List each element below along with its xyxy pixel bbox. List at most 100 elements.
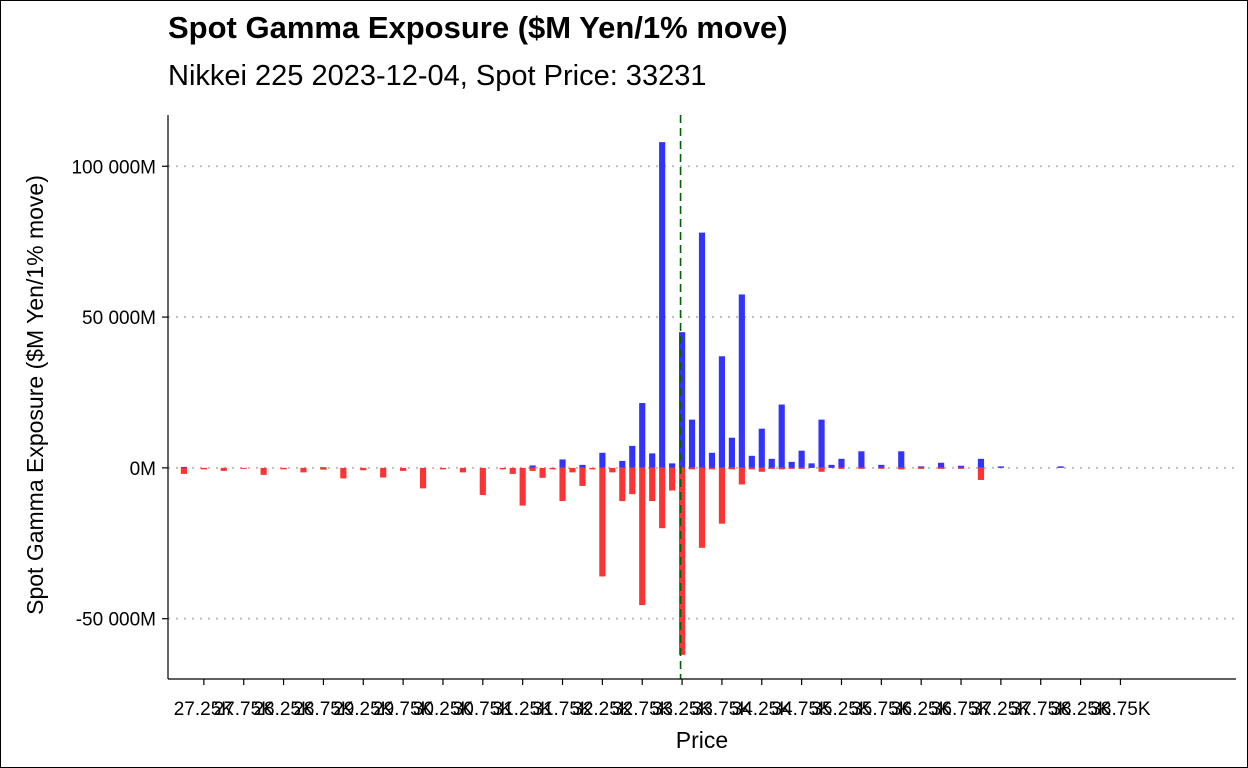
call-bar [698,232,706,468]
put-bar [669,467,676,491]
call-bar [838,458,845,468]
x-tick-label: 37.25K [971,699,1032,720]
put-bar [220,467,227,471]
put-bar [340,467,347,479]
put-bar [609,467,616,473]
y-tick-label: -50 000M [76,610,156,631]
put-bar [728,467,735,470]
put-bar [579,467,586,486]
call-bar [678,332,686,468]
x-tick-label: 35.75K [851,699,912,720]
call-bar [728,437,735,468]
x-tick-label: 32.75K [612,699,673,720]
put-bar [599,467,606,577]
put-bar [977,467,985,480]
call-bar [878,464,885,468]
call-bar [997,466,1004,468]
call-bar [977,458,985,468]
x-tick-label: 29.75K [373,699,434,720]
put-bar [878,467,885,469]
call-bar [808,463,815,468]
put-bar [639,467,646,606]
call-bar [579,464,586,468]
put-bar [659,467,666,529]
put-bar [619,467,626,502]
call-bar [320,467,327,469]
call-bar [938,462,945,468]
x-tick-label: 37.75K [1011,699,1072,720]
x-tick-label: 28.25K [253,699,314,720]
put-bar [180,467,188,474]
put-bar [858,467,865,469]
bars [180,142,1064,655]
x-tick-label: 31.25K [493,699,554,720]
x-tick-label: 34.25K [732,699,793,720]
call-bar [798,450,805,468]
x-tick-label: 29.25K [333,699,394,720]
put-bar [629,467,636,495]
put-bar [509,467,516,474]
put-bar [798,467,805,469]
put-bar [499,467,506,470]
call-bar [649,453,656,468]
call-bar [768,458,775,468]
call-bar [898,451,905,468]
call-bar [669,463,676,468]
x-tick-label: 27.75K [214,699,275,720]
x-tick-label: 32.25K [572,699,633,720]
call-bar [559,459,566,468]
x-tick-label: 27.25K [174,699,235,720]
put-bar [439,467,447,470]
call-bar [708,452,716,468]
put-bar [918,467,925,469]
put-bar [589,467,596,470]
y-tick-label: 50 000M [82,308,156,329]
put-bar [708,467,716,470]
x-tick-label: 38.75K [1090,699,1151,720]
call-bar [738,294,745,468]
x-tick-label: 36.75K [931,699,992,720]
y-tick-label: 100 000M [71,157,156,178]
put-bar [738,467,745,485]
put-bar [698,467,706,548]
put-bar [718,467,726,524]
call-bar [1057,466,1064,468]
put-bar [400,467,407,471]
put-bar [539,467,546,478]
call-bar [639,403,646,468]
put-bar [380,467,387,478]
x-tick-label: 30.75K [453,699,514,720]
put-bar [758,467,765,472]
put-bar [778,467,785,470]
put-bar [938,467,945,469]
put-bar [768,467,775,469]
call-bar [758,428,765,468]
put-bar [957,467,965,469]
call-bar [957,465,965,468]
put-bar [360,467,367,471]
put-bar [678,467,686,655]
call-bar [858,451,865,468]
put-bar [280,467,287,470]
y-axis-label: Spot Gamma Exposure ($M Yen/1% move) [22,175,48,615]
put-bar [459,467,466,473]
put-bar [260,467,267,475]
call-bar [659,142,666,468]
put-bar [549,467,556,470]
chart-subtitle: Nikkei 225 2023-12-04, Spot Price: 33231 [168,60,707,92]
put-bar [818,467,825,472]
put-bar [649,467,656,502]
call-bar [828,464,835,468]
x-tick-label: 36.25K [891,699,952,720]
axes [162,115,1236,685]
call-bar [788,461,795,468]
put-bar [419,467,427,489]
x-tick-label: 30.25K [413,699,474,720]
chart-title: Spot Gamma Exposure ($M Yen/1% move) [168,10,788,45]
put-bar [559,467,566,502]
put-bar [838,467,845,469]
x-tick-label: 28.75K [293,699,354,720]
x-tick-label: 35.25K [811,699,872,720]
x-tick-label: 31.75K [532,699,593,720]
